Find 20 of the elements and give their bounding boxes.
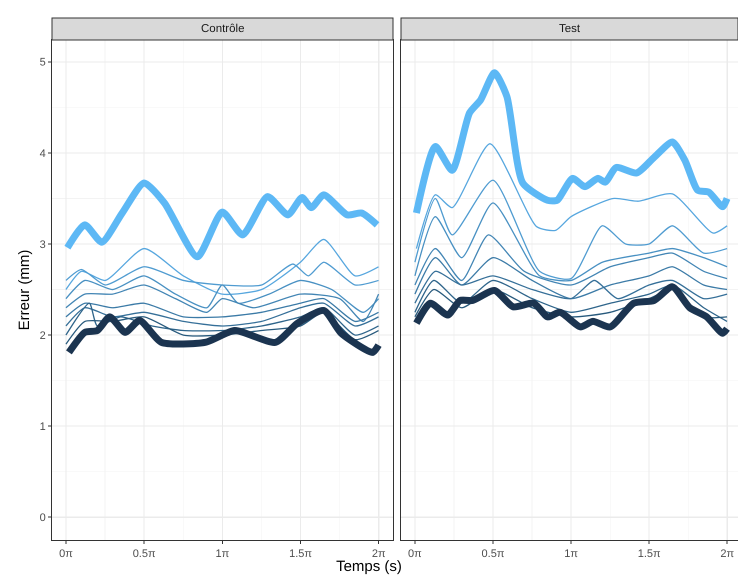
x-tick-label: 0π: [408, 548, 422, 560]
x-tick-label: 1π: [215, 548, 230, 560]
x-tick-label: 2π: [372, 548, 386, 560]
y-tick-label: 5: [40, 56, 46, 69]
y-tick-label: 1: [40, 421, 46, 434]
x-tick-label: 1.5π: [638, 548, 661, 560]
chart-title: Test: [559, 23, 581, 35]
x-tick-label: 2π: [720, 548, 734, 560]
y-tick-label: 3: [40, 238, 46, 251]
y-tick-label: 2: [40, 330, 46, 342]
y-tick-label: 4: [40, 148, 46, 160]
x-tick-label: 0π: [59, 548, 74, 560]
x-tick-label: 0.5π: [132, 548, 156, 560]
chart-title: Contrôle: [201, 23, 244, 35]
y-axis-title: Erreur (mm): [16, 250, 33, 330]
y-tick-label: 0: [40, 512, 46, 524]
x-tick-label: 1π: [564, 548, 578, 560]
x-axis-title: Temps (s): [336, 558, 402, 575]
x-tick-label: 0.5π: [482, 548, 505, 560]
x-tick-label: 1.5π: [289, 548, 312, 560]
